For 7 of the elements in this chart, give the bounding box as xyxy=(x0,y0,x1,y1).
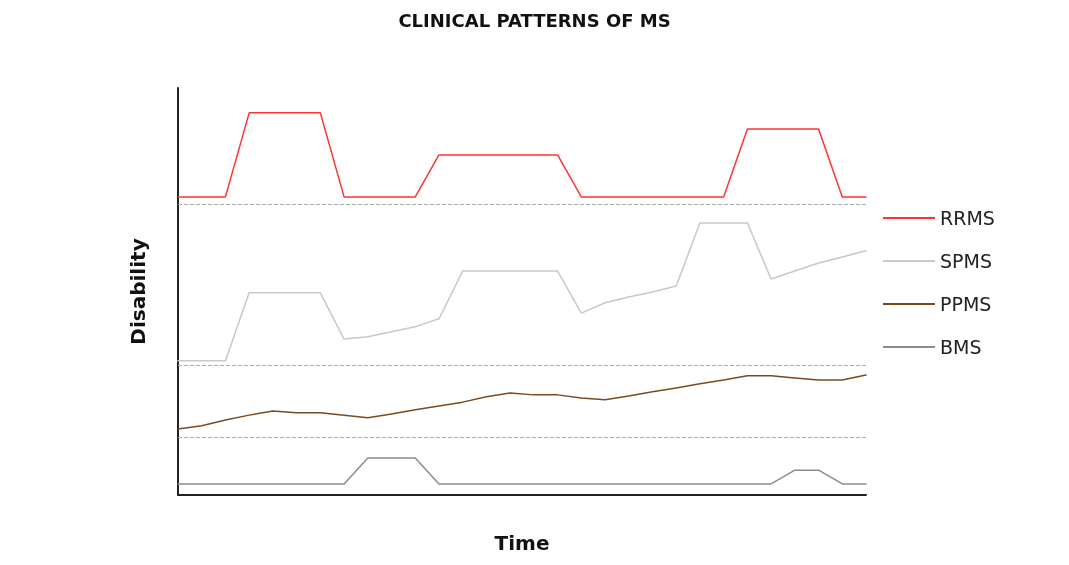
legend-label: RRMS xyxy=(940,207,995,229)
x-axis-title: Time xyxy=(494,531,550,555)
legend-label: BMS xyxy=(940,336,982,358)
y-axis-title: Disability xyxy=(126,238,150,345)
chart-title: CLINICAL PATTERNS OF MS xyxy=(398,9,671,31)
legend-label: PPMS xyxy=(940,293,992,315)
legend-label: SPMS xyxy=(940,250,992,272)
